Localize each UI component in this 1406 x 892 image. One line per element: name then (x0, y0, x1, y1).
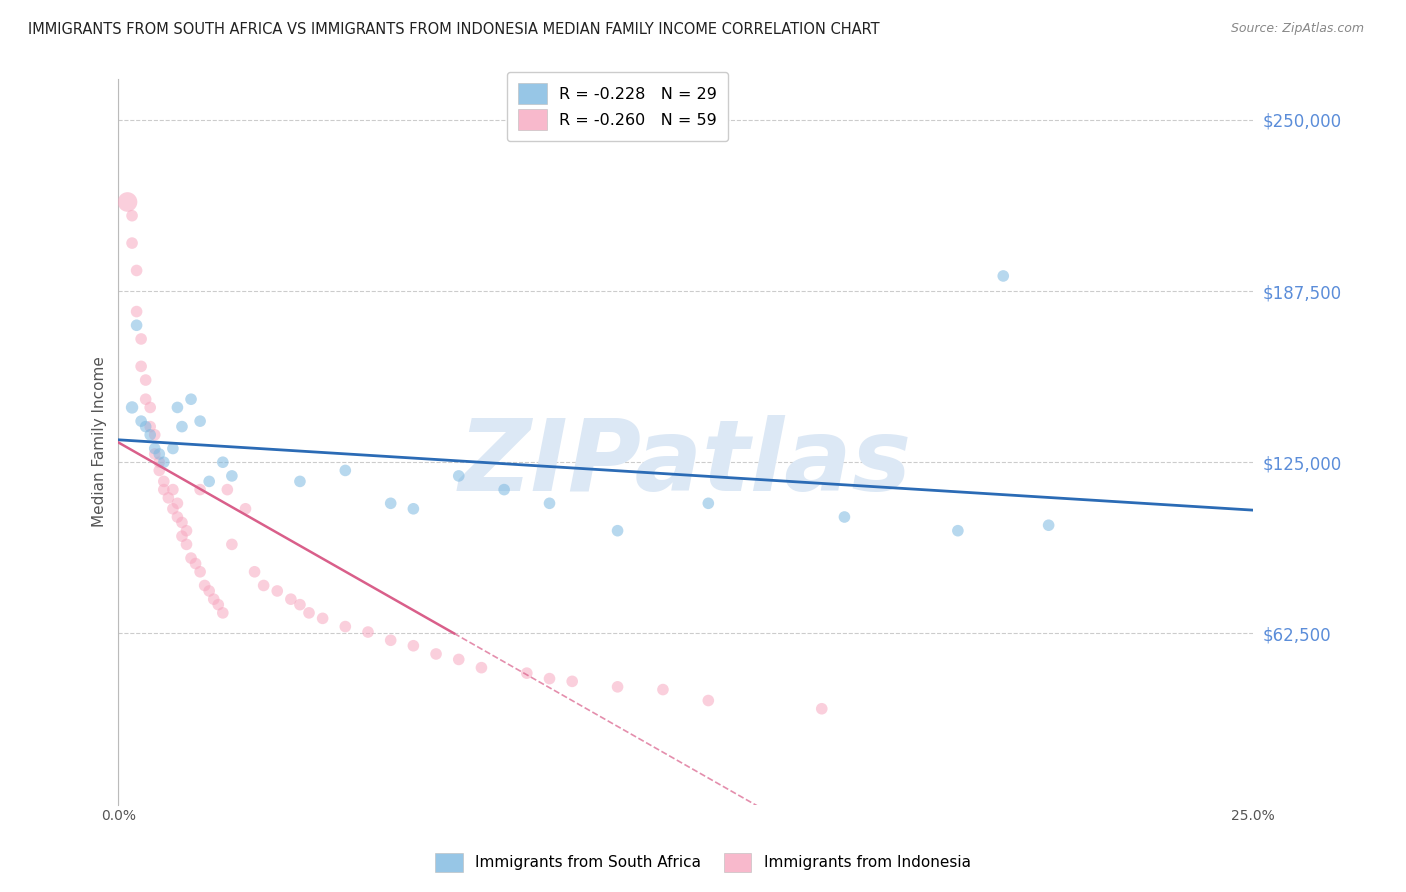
Point (606, 680, 628, 694)
Legend: Immigrants from South Africa, Immigrants from Indonesia: Immigrants from South Africa, Immigrants… (427, 845, 979, 880)
Point (143, 447, 166, 461)
Point (425, 647, 447, 661)
Point (834, 510, 856, 524)
Point (166, 496, 188, 510)
Point (606, 524, 628, 538)
Point (153, 455, 176, 469)
Point (538, 672, 561, 686)
Point (993, 268, 1015, 283)
Point (180, 392, 202, 407)
Point (652, 682, 675, 697)
Point (194, 578, 217, 592)
Point (266, 584, 288, 599)
Point (170, 529, 193, 543)
Point (129, 332, 152, 346)
Point (143, 442, 166, 456)
Point (207, 598, 229, 612)
Point (402, 501, 425, 516)
Legend: R = -0.228   N = 29, R = -0.260   N = 59: R = -0.228 N = 29, R = -0.260 N = 59 (506, 72, 728, 141)
Point (253, 578, 276, 592)
Point (153, 483, 176, 497)
Point (121, 209, 143, 223)
Point (162, 483, 184, 497)
Point (243, 565, 266, 579)
Point (1038, 518, 1060, 533)
Text: ZIPatlas: ZIPatlas (460, 415, 912, 512)
Point (157, 491, 180, 505)
Point (148, 455, 170, 469)
Point (166, 510, 188, 524)
Point (162, 442, 184, 456)
Point (135, 392, 157, 407)
Point (135, 419, 157, 434)
Point (139, 427, 162, 442)
Point (447, 469, 470, 483)
Point (198, 584, 221, 599)
Point (561, 674, 583, 689)
Point (198, 475, 221, 489)
Point (447, 652, 470, 666)
Point (211, 606, 233, 620)
Point (143, 427, 166, 442)
Point (402, 639, 425, 653)
Point (810, 702, 832, 716)
Point (357, 625, 380, 640)
Point (217, 483, 239, 497)
Point (311, 611, 333, 625)
Point (697, 693, 720, 707)
Point (117, 194, 139, 209)
Point (202, 592, 225, 607)
Point (335, 619, 357, 633)
Point (538, 496, 561, 510)
Point (162, 501, 184, 516)
Point (148, 447, 170, 461)
Point (288, 598, 311, 612)
Point (125, 304, 148, 318)
Point (516, 666, 538, 681)
Point (129, 359, 152, 374)
Point (235, 501, 257, 516)
Point (121, 401, 143, 415)
Point (288, 475, 311, 489)
Point (170, 419, 193, 434)
Text: Source: ZipAtlas.com: Source: ZipAtlas.com (1230, 22, 1364, 36)
Text: IMMIGRANTS FROM SOUTH AFRICA VS IMMIGRANTS FROM INDONESIA MEDIAN FAMILY INCOME C: IMMIGRANTS FROM SOUTH AFRICA VS IMMIGRAN… (28, 22, 880, 37)
Point (211, 455, 233, 469)
Point (170, 516, 193, 530)
Point (139, 401, 162, 415)
Point (221, 537, 243, 551)
Point (121, 236, 143, 251)
Point (280, 592, 302, 607)
Y-axis label: Median Family Income: Median Family Income (93, 356, 107, 527)
Point (335, 463, 357, 477)
Point (470, 660, 492, 674)
Point (135, 373, 157, 387)
Point (129, 414, 152, 428)
Point (188, 565, 211, 579)
Point (188, 483, 211, 497)
Point (125, 318, 148, 333)
Point (946, 524, 969, 538)
Point (180, 551, 202, 566)
Point (184, 557, 207, 571)
Point (148, 463, 170, 477)
Point (176, 537, 198, 551)
Point (380, 633, 402, 648)
Point (494, 483, 516, 497)
Point (166, 401, 188, 415)
Point (139, 419, 162, 434)
Point (298, 606, 321, 620)
Point (221, 469, 243, 483)
Point (125, 263, 148, 277)
Point (153, 475, 176, 489)
Point (188, 414, 211, 428)
Point (176, 524, 198, 538)
Point (697, 496, 720, 510)
Point (380, 496, 402, 510)
